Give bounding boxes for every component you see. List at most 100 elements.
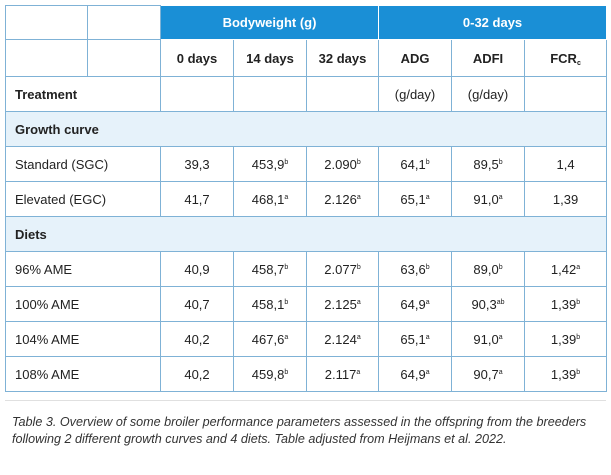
cell-d14: 467,6a — [233, 321, 307, 357]
value-d0: 41,7 — [184, 191, 210, 207]
cell-fcr: 1,39 — [524, 181, 608, 217]
cell-adfi: 89,5b — [451, 146, 526, 182]
superscript-adfi: b — [498, 158, 503, 166]
cell-d32: 2.126a — [305, 181, 380, 217]
row-label: 100% AME — [5, 286, 161, 322]
superscript-d32: b — [356, 158, 361, 166]
superscript-d32: a — [356, 368, 361, 376]
cell-fcr: 1,42a — [524, 251, 608, 287]
treatment-row: Treatment (g/day) (g/day) — [5, 76, 608, 112]
row-label: Elevated (EGC) — [5, 181, 161, 217]
value-adfi: 89,0 — [473, 261, 499, 277]
cell-d14: 468,1a — [233, 181, 307, 217]
section-header-row: Growth curve — [4, 111, 608, 147]
row-label: 104% AME — [5, 321, 161, 357]
superscript-fcr: b — [576, 333, 581, 341]
cell-d0: 40,9 — [160, 251, 234, 287]
table-row: Standard (SGC) 39,3 453,9b 2.090b 64,1b 89,5b… — [5, 146, 608, 182]
superscript-d32: b — [356, 263, 361, 271]
cell-d14: 453,9b — [233, 146, 307, 182]
cell-fcr: 1,39b — [524, 321, 608, 357]
superscript-d14: b — [284, 158, 289, 166]
table-row: 100% AME 40,7 458,1b 2.125a 64,9a 90,3ab 1,39b — [5, 286, 608, 322]
cell-d14: 458,1b — [233, 286, 307, 322]
empty-cell — [87, 39, 161, 77]
cell-d0: 41,7 — [160, 181, 234, 217]
superscript-d32: a — [356, 193, 361, 201]
superscript-d14: b — [284, 368, 289, 376]
value-adfi: 91,0 — [473, 331, 499, 347]
row-label: 96% AME — [5, 251, 161, 287]
value-d32: 2.124 — [324, 331, 357, 347]
cell-adfi: 89,0b — [451, 251, 526, 287]
value-d14: 453,9 — [251, 156, 285, 172]
empty-cell — [233, 76, 307, 112]
empty-header-cell — [87, 5, 161, 40]
value-fcr: 1,39 — [550, 296, 577, 312]
superscript-adfi: b — [498, 263, 503, 271]
empty-cell — [524, 76, 608, 112]
superscript-fcr: a — [576, 263, 581, 271]
value-fcr: 1,39 — [552, 191, 579, 207]
section-title: Diets — [4, 216, 608, 252]
superscript-adg: a — [425, 298, 430, 306]
superscript-d14: b — [284, 263, 289, 271]
cell-adfi: 91,0a — [451, 181, 526, 217]
superscript-fcr: b — [576, 298, 581, 306]
cell-fcr: 1,39b — [524, 356, 608, 392]
empty-cell — [160, 76, 234, 112]
value-adg: 64,9 — [400, 366, 426, 382]
value-adg: 64,9 — [400, 296, 426, 312]
superscript-adfi: a — [498, 368, 503, 376]
header-14-days: 14 days — [233, 39, 307, 77]
value-adfi: 89,5 — [473, 156, 499, 172]
adg-unit: (g/day) — [378, 76, 453, 112]
value-d14: 468,1 — [251, 191, 285, 207]
cell-adg: 63,6b — [378, 251, 453, 287]
cell-d32: 2.117a — [305, 356, 380, 392]
value-d0: 40,2 — [184, 331, 210, 347]
value-adfi: 91,0 — [473, 191, 499, 207]
value-adg: 65,1 — [400, 331, 426, 347]
cell-d32: 2.090b — [305, 146, 380, 182]
value-adfi: 90,7 — [473, 366, 499, 382]
value-d32: 2.126 — [324, 191, 357, 207]
superscript-d14: b — [284, 298, 289, 306]
value-fcr: 1,4 — [556, 156, 575, 172]
value-d32: 2.077 — [324, 261, 357, 277]
cell-d14: 459,8b — [233, 356, 307, 392]
superscript-adg: a — [425, 193, 430, 201]
value-d32: 2.117 — [324, 366, 357, 382]
value-fcr: 1,42 — [550, 261, 577, 277]
superscript-fcr: b — [576, 368, 581, 376]
superscript-adfi: a — [498, 333, 503, 341]
empty-header-cell — [5, 5, 88, 40]
header-32-days: 32 days — [305, 39, 380, 77]
superscript-adg: a — [425, 333, 430, 341]
value-d0: 39,3 — [184, 156, 210, 172]
value-d0: 40,7 — [184, 296, 210, 312]
value-d14: 467,6 — [251, 331, 285, 347]
value-d0: 40,2 — [184, 366, 210, 382]
cell-d0: 40,7 — [160, 286, 234, 322]
row-label: Standard (SGC) — [5, 146, 161, 182]
table-row: 108% AME 40,2 459,8b 2.117a 64,9a 90,7a 1,39b — [5, 356, 608, 392]
performance-table: Bodyweight (g) 0-32 days 0 days 14 days … — [4, 5, 608, 392]
section-title: Growth curve — [4, 111, 608, 147]
value-d14: 458,7 — [251, 261, 285, 277]
header-0-days: 0 days — [160, 39, 234, 77]
value-adg: 65,1 — [400, 191, 426, 207]
superscript-adg: a — [425, 368, 430, 376]
table-caption: Table 3. Overview of some broiler perfor… — [12, 415, 587, 446]
table-row: 104% AME 40,2 467,6a 2.124a 65,1a 91,0a 1,39b — [5, 321, 608, 357]
superscript-adfi: a — [498, 193, 503, 201]
cell-adg: 64,1b — [378, 146, 453, 182]
value-fcr: 1,39 — [550, 366, 577, 382]
empty-cell — [305, 76, 380, 112]
superscript-d32: a — [356, 333, 361, 341]
cell-adfi: 90,3ab — [451, 286, 526, 322]
cell-adfi: 91,0a — [451, 321, 526, 357]
cell-adg: 65,1a — [378, 321, 453, 357]
section-header-row: Diets — [4, 216, 608, 252]
cell-d0: 39,3 — [160, 146, 234, 182]
